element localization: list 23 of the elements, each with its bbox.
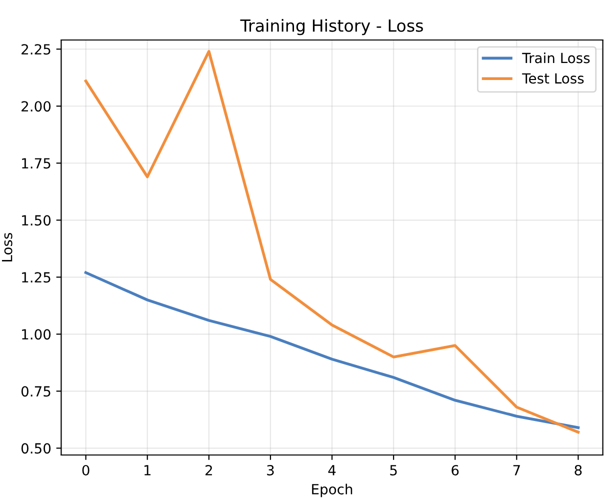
legend-label: Test Loss bbox=[522, 73, 584, 84]
y-tick-label: 2.25 bbox=[22, 44, 50, 55]
y-tick-label: 1.00 bbox=[22, 329, 51, 340]
y-tick-label: 1.75 bbox=[22, 158, 50, 169]
y-tick-label: 1.25 bbox=[22, 272, 50, 283]
y-tick-label: 0.75 bbox=[21, 386, 50, 397]
x-tick-label: 0 bbox=[82, 464, 90, 476]
line-series bbox=[84, 271, 580, 430]
y-tick-label: 2.00 bbox=[22, 101, 51, 112]
x-tick-label: 4 bbox=[328, 465, 336, 476]
x-axis-title: Epoch bbox=[312, 484, 352, 498]
y-axis-title: Loss bbox=[2, 232, 12, 262]
y-tick-label: 1.50 bbox=[22, 215, 51, 226]
x-tick-label: 8 bbox=[574, 464, 582, 476]
x-tick-label: 2 bbox=[206, 464, 212, 476]
y-tick-label: 0.50 bbox=[21, 443, 51, 454]
x-tick-label: 3 bbox=[267, 464, 274, 476]
x-tick-label: 1 bbox=[144, 465, 151, 476]
chart-title: Training History - Loss bbox=[240, 19, 423, 36]
x-tick-label: 5 bbox=[390, 465, 397, 476]
x-tick-label: 6 bbox=[452, 464, 459, 476]
legend-label: Train Loss bbox=[522, 52, 590, 64]
x-tick-label: 7 bbox=[513, 465, 520, 476]
